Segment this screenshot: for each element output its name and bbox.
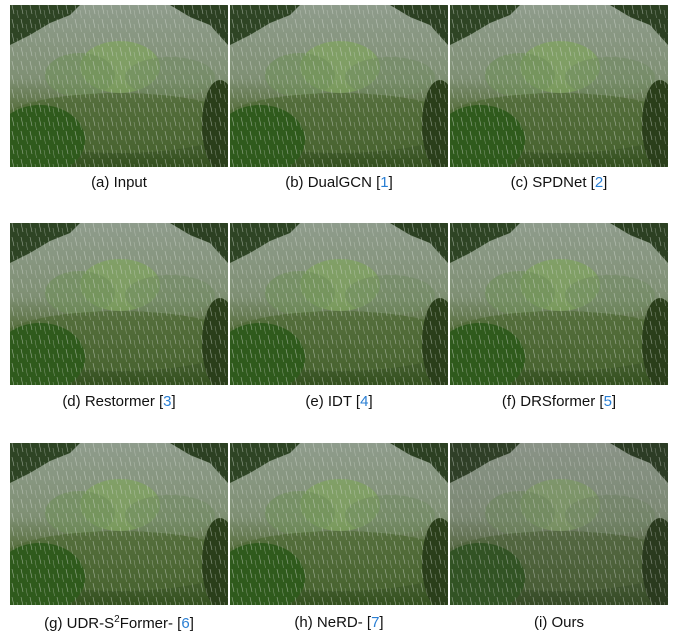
citation[interactable]: 3: [163, 393, 171, 410]
citation[interactable]: 2: [595, 174, 603, 191]
caption-text: (f) DRSformer [: [502, 393, 604, 410]
caption: (c) SPDNet [2]: [449, 174, 669, 191]
caption-text: (b) DualGCN [: [285, 174, 380, 191]
caption-text: (c) SPDNet [: [511, 174, 595, 191]
caption-text: ]: [368, 393, 372, 410]
caption: (f) DRSformer [5]: [449, 393, 669, 410]
caption-text: ]: [379, 614, 383, 631]
caption: (b) DualGCN [1]: [229, 174, 449, 191]
caption-text: ]: [612, 393, 616, 410]
caption-text: ]: [190, 615, 194, 632]
result-image: [450, 443, 668, 605]
citation[interactable]: 5: [604, 393, 612, 410]
caption-text: ]: [172, 393, 176, 410]
result-image: [10, 5, 228, 167]
citation[interactable]: 1: [380, 174, 388, 191]
caption: (a) Input: [9, 174, 229, 191]
result-image: [10, 223, 228, 385]
figure: (a) Input(b) DualGCN [1](c) SPDNet [2](d…: [0, 0, 678, 641]
caption-text: Former- [: [120, 615, 182, 632]
caption-text: ]: [603, 174, 607, 191]
caption-text: (a) Input: [91, 174, 147, 191]
result-image: [10, 443, 228, 605]
caption-text: (d) Restormer [: [62, 393, 163, 410]
result-image: [450, 5, 668, 167]
caption: (h) NeRD- [7]: [229, 614, 449, 631]
result-image: [450, 223, 668, 385]
caption-text: (i) Ours: [534, 614, 584, 631]
caption: (e) IDT [4]: [229, 393, 449, 410]
result-image: [230, 223, 448, 385]
caption-text: (h) NeRD- [: [294, 614, 371, 631]
result-image: [230, 5, 448, 167]
caption: (i) Ours: [449, 614, 669, 631]
caption-text: ]: [389, 174, 393, 191]
caption: (d) Restormer [3]: [9, 393, 229, 410]
caption-text: (g) UDR-S: [44, 615, 114, 632]
caption: (g) UDR-S2Former- [6]: [9, 614, 229, 632]
caption-text: (e) IDT [: [305, 393, 360, 410]
result-image: [230, 443, 448, 605]
citation[interactable]: 6: [181, 615, 189, 632]
